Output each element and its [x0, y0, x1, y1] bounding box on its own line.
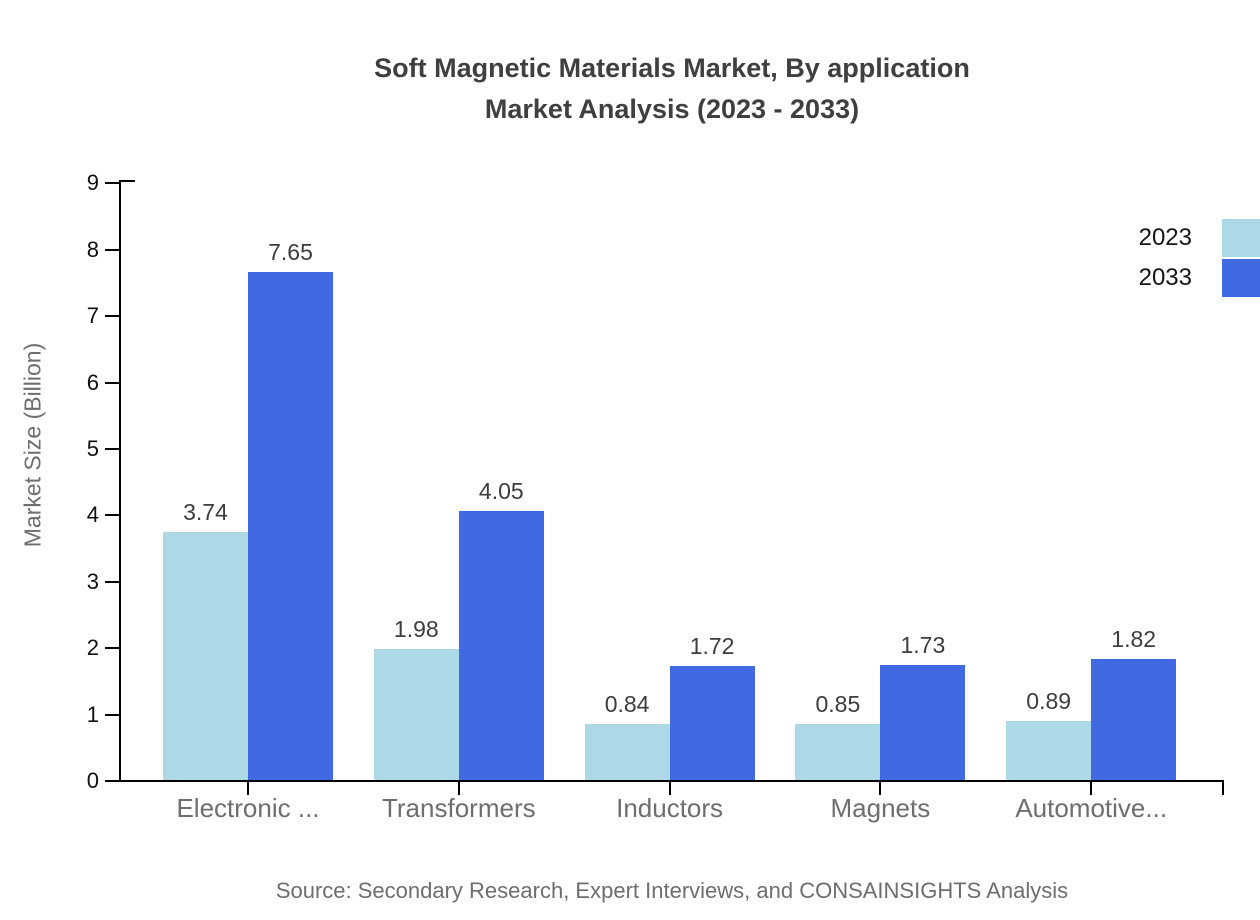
legend-swatch-2033 — [1222, 259, 1260, 297]
chart-title: Soft Magnetic Materials Market, By appli… — [120, 48, 1224, 130]
legend-item-2033: 2033 — [1139, 259, 1260, 297]
bar-2033 — [880, 665, 966, 780]
y-tick-label: 0 — [86, 768, 99, 793]
y-tick — [105, 713, 119, 716]
x-axis-line — [119, 780, 1224, 782]
y-tick-label: 7 — [86, 303, 99, 329]
x-tick — [457, 780, 460, 795]
y-tick-label: 6 — [86, 369, 99, 395]
y-tick — [105, 580, 119, 583]
category-label: Automotive... — [1015, 793, 1168, 823]
y-axis-end-cap — [119, 180, 135, 182]
legend-swatch-2023 — [1222, 219, 1260, 257]
bar-value-label: 0.84 — [604, 691, 650, 717]
y-tick — [105, 448, 119, 450]
y-axis-line — [119, 180, 121, 782]
legend-label-2033: 2033 — [1138, 264, 1192, 291]
bar-value-label: 1.72 — [689, 633, 735, 659]
y-tick-label: 5 — [86, 436, 99, 461]
y-tick — [105, 514, 119, 517]
legend-label-2023: 2023 — [1138, 224, 1192, 251]
category-label: Magnets — [830, 793, 931, 823]
y-tick-label: 8 — [86, 236, 99, 262]
category-label: Electronic ... — [176, 793, 320, 823]
y-tick-label: 9 — [86, 170, 99, 196]
x-tick — [247, 780, 249, 795]
bar-2023 — [1006, 721, 1092, 780]
bar-2033 — [669, 666, 755, 780]
y-tick-label: 3 — [86, 568, 99, 594]
bar-value-label: 7.65 — [268, 239, 313, 265]
chart-title-line1: Soft Magnetic Materials Market, By appli… — [374, 53, 970, 83]
x-tick — [879, 780, 882, 795]
source-note: Source: Secondary Research, Expert Inter… — [275, 878, 1069, 903]
y-tick-label: 4 — [86, 502, 99, 528]
chart-title-line2: Market Analysis (2023 - 2033) — [484, 94, 860, 124]
bar-2023 — [163, 532, 248, 780]
x-tick — [1090, 780, 1093, 795]
legend: 2023 2033 — [1139, 219, 1260, 297]
bar-value-label: 0.85 — [815, 691, 861, 717]
bar-2033 — [248, 272, 333, 780]
y-tick — [105, 780, 119, 782]
y-tick-label: 2 — [86, 635, 99, 661]
category-label: Transformers — [381, 793, 536, 823]
bar-value-label: 1.73 — [900, 632, 946, 658]
bar-value-label: 0.89 — [1026, 688, 1072, 714]
y-tick — [105, 647, 119, 650]
bar-value-label: 4.05 — [478, 478, 524, 504]
y-axis-title: Market Size (Billion) — [19, 342, 46, 548]
bar-2023 — [584, 724, 670, 780]
x-axis-end-cap — [1222, 780, 1224, 795]
category-label: Inductors — [616, 793, 724, 823]
bar-2033 — [1091, 659, 1177, 780]
bar-2023 — [373, 649, 459, 780]
bar-value-label: 3.74 — [183, 499, 228, 525]
legend-item-2023: 2023 — [1139, 219, 1260, 257]
x-tick — [668, 780, 671, 795]
y-tick — [105, 182, 119, 185]
y-tick — [105, 315, 119, 318]
bar-2033 — [458, 511, 544, 780]
y-tick — [105, 248, 119, 251]
bar-value-label: 1.82 — [1111, 626, 1157, 652]
bar-value-label: 1.98 — [393, 616, 439, 642]
y-tick — [105, 381, 119, 384]
y-tick-label: 1 — [86, 701, 99, 727]
bar-2023 — [795, 724, 881, 780]
